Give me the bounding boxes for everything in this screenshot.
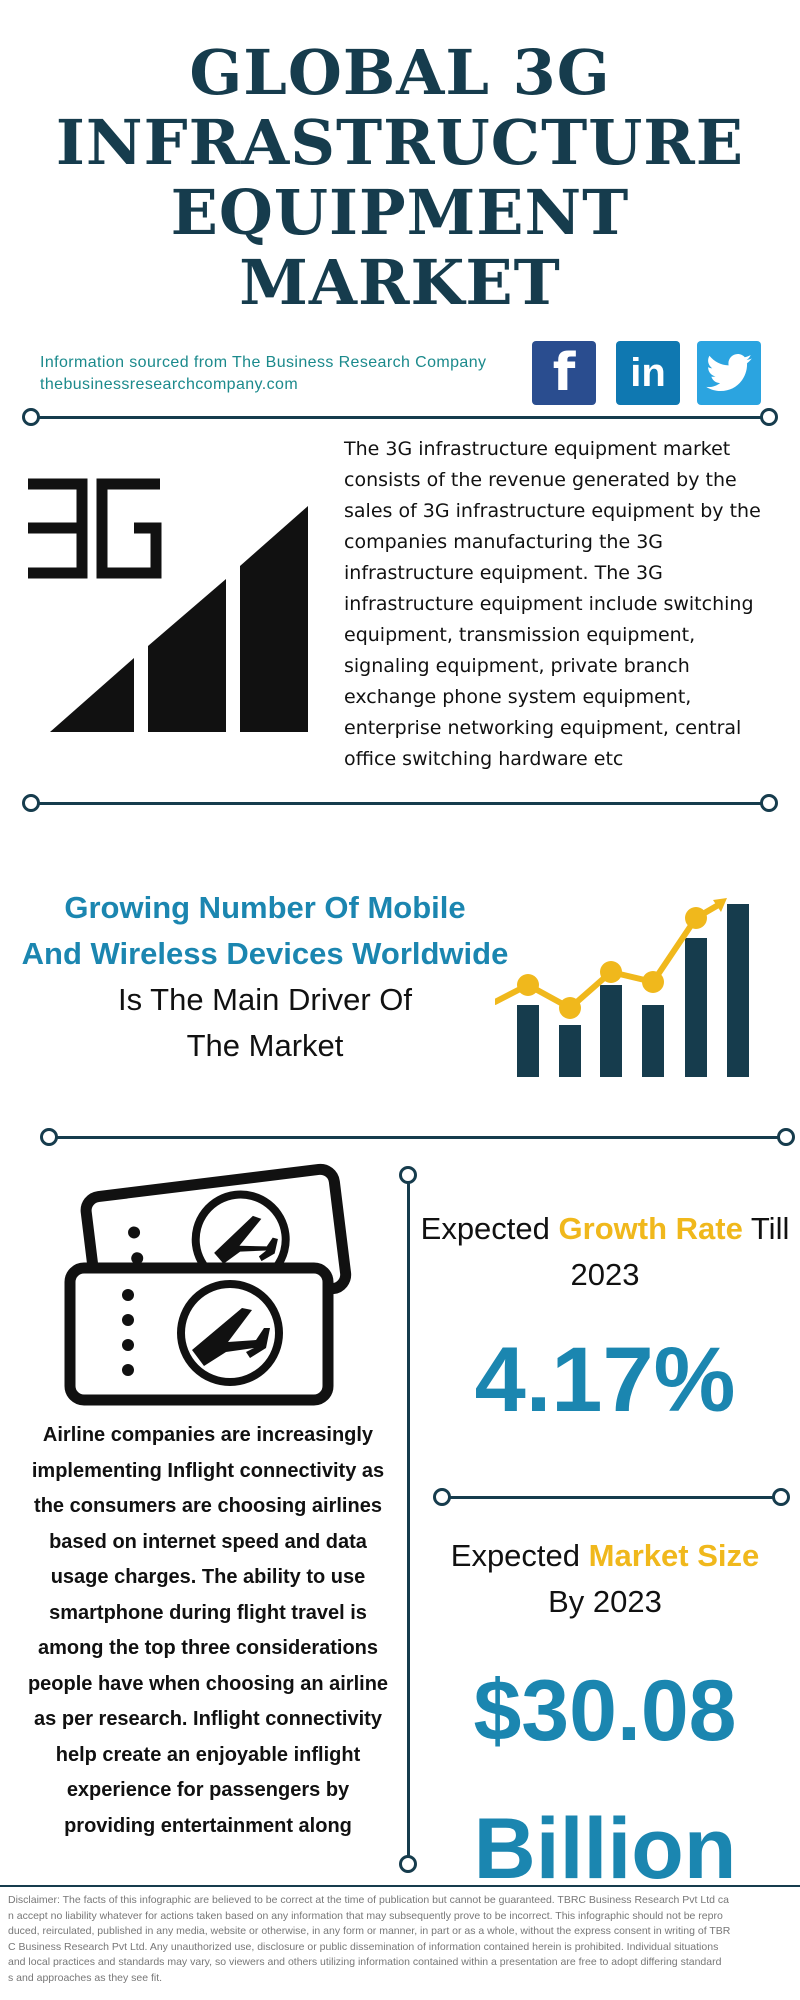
- twitter-icon[interactable]: [697, 341, 761, 405]
- market-size-amount: $30.08: [473, 1663, 737, 1759]
- market-driver: Growing Number Of Mobile And Wireless De…: [20, 885, 510, 1069]
- description-line: office switching hardware etc: [344, 748, 624, 770]
- market-size-value: $30.08 Billion: [415, 1642, 795, 1918]
- title-line: EQUIPMENT: [170, 176, 630, 249]
- title-line: MARKET: [239, 246, 561, 319]
- divider: [442, 1496, 782, 1499]
- disclaimer-line: C Business Research Pvt Ltd. Any unautho…: [8, 1940, 719, 1953]
- airline-line: help create an enjoyable inflight: [55, 1743, 361, 1766]
- disclaimer: Disclaimer: The facts of this infographi…: [8, 1893, 794, 1986]
- airline-line: the consumers are choosing airlines: [34, 1495, 382, 1517]
- divider: [30, 416, 770, 419]
- growth-year: 2023: [570, 1257, 640, 1292]
- market-size-label: Expected Market Size By 2023: [415, 1533, 795, 1625]
- vertical-divider: [407, 1175, 410, 1865]
- airline-line: based on internet speed and data: [49, 1530, 367, 1553]
- source-info: Information sourced from The Business Re…: [40, 352, 486, 396]
- divider-dot: [433, 1488, 451, 1506]
- flight-tickets-icon: [64, 1163, 352, 1406]
- airline-line: Airline companies are increasingly: [42, 1424, 374, 1446]
- driver-text: Is The Main Driver Of: [117, 982, 412, 1017]
- growth-rate-label: Expected Growth Rate Till 2023: [415, 1206, 795, 1298]
- divider-dot: [777, 1128, 795, 1146]
- divider-dot: [40, 1128, 58, 1146]
- growth-chart-icon: [495, 898, 749, 1077]
- airline-line: people have when choosing an airline: [27, 1672, 389, 1695]
- divider: [30, 802, 770, 805]
- disclaimer-line: Disclaimer: The facts of this infographi…: [8, 1894, 729, 1906]
- description-line: The 3G infrastructure equipment market: [344, 438, 731, 460]
- description-line: infrastructure equipment. The 3G: [344, 562, 663, 584]
- disclaimer-line: and local practices and standards may va…: [8, 1956, 722, 1968]
- description-line: consists of the revenue generated by the: [344, 469, 737, 491]
- facebook-icon[interactable]: f: [532, 341, 596, 405]
- label-prefix: Expected: [450, 1538, 581, 1573]
- title-line: INFRASTRUCTURE: [55, 106, 745, 179]
- divider-dot: [399, 1166, 417, 1184]
- market-size-unit: Billion: [473, 1801, 737, 1897]
- market-description: The 3G infrastructure equipment market c…: [344, 434, 764, 775]
- description-line: sales of 3G infrastructure equipment by …: [344, 500, 761, 522]
- disclaimer-line: s and approaches as they see fit.: [8, 1971, 163, 1984]
- divider: [48, 1136, 786, 1139]
- source-text: Information sourced from The Business Re…: [40, 354, 487, 371]
- driver-highlight: And Wireless Devices Worldwide: [21, 936, 509, 971]
- airline-line: usage charges. The ability to use: [50, 1566, 366, 1588]
- description-line: exchange phone system equipment,: [344, 686, 692, 708]
- label-highlight: Market Size: [588, 1538, 760, 1573]
- divider-dot: [760, 794, 778, 812]
- label-suffix: Till: [750, 1211, 790, 1246]
- linkedin-icon[interactable]: in: [616, 341, 680, 405]
- title-line: GLOBAL 3G: [189, 36, 611, 109]
- label-prefix: Expected: [420, 1211, 550, 1246]
- driver-text: The Market: [186, 1028, 344, 1063]
- divider-dot: [399, 1855, 417, 1873]
- divider-dot: [760, 408, 778, 426]
- airline-line: among the top three considerations: [37, 1637, 379, 1659]
- source-url[interactable]: thebusinessresearchcompany.com: [40, 376, 299, 393]
- page-title: GLOBAL 3G INFRASTRUCTURE EQUIPMENT MARKE…: [0, 38, 800, 318]
- description-line: signaling equipment, private branch: [344, 655, 690, 677]
- growth-rate-value: 4.17%: [474, 1329, 736, 1431]
- twitter-bird-glyph: [706, 354, 752, 392]
- 3g-signal-icon: [28, 478, 308, 732]
- airline-line: smartphone during flight travel is: [49, 1601, 367, 1624]
- footer-rule: [0, 1885, 800, 1887]
- description-line: infrastructure equipment include switchi…: [344, 593, 754, 615]
- airline-line: as per research. Inflight connectivity: [34, 1708, 382, 1730]
- label-highlight: Growth Rate: [558, 1211, 743, 1246]
- divider-dot: [22, 794, 40, 812]
- market-size-year: By 2023: [548, 1584, 662, 1619]
- driver-highlight: Growing Number Of Mobile: [64, 890, 466, 925]
- divider-dot: [772, 1488, 790, 1506]
- airline-line: implementing Inflight connectivity as: [31, 1459, 385, 1482]
- airline-line: experience for passengers by: [66, 1779, 350, 1801]
- airline-connectivity-text: Airline companies are increasingly imple…: [18, 1418, 398, 1844]
- description-line: enterprise networking equipment, central: [344, 717, 742, 739]
- description-line: companies manufacturing the 3G: [344, 531, 664, 553]
- airline-line: providing entertainment along: [64, 1814, 352, 1837]
- disclaimer-line: duced, reirculated, published in any med…: [8, 1925, 731, 1937]
- divider-dot: [22, 408, 40, 426]
- disclaimer-line: n accept no liability whatever for actio…: [8, 1909, 723, 1922]
- description-line: equipment, transmission equipment,: [344, 624, 696, 646]
